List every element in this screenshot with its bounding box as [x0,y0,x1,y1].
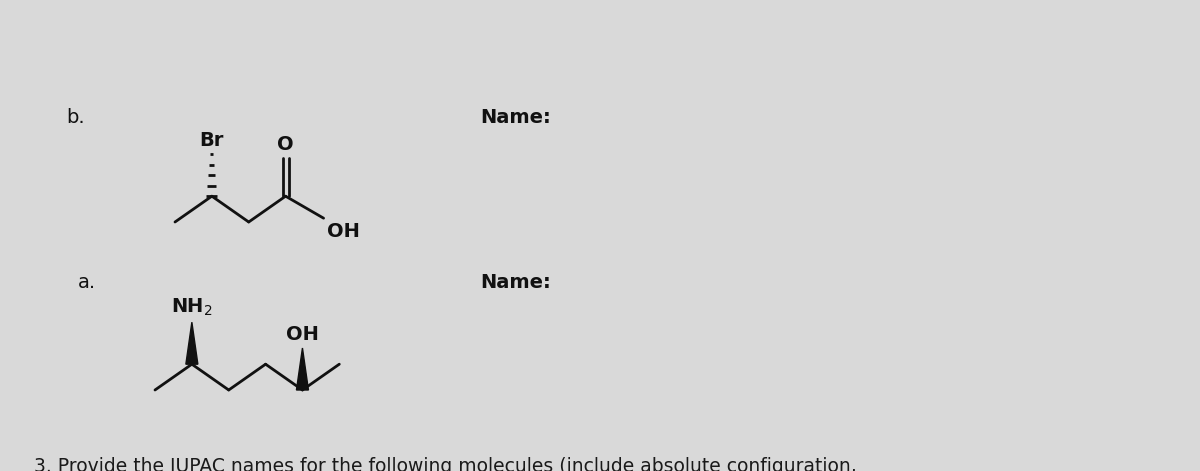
Text: Name:: Name: [480,108,551,127]
Text: OH: OH [326,222,360,241]
Text: OH: OH [286,325,319,344]
Text: Br: Br [199,131,224,150]
Polygon shape [296,348,308,390]
Text: a.: a. [78,273,96,292]
Text: Name:: Name: [480,273,551,292]
Text: 3. Provide the IUPAC names for the following molecules (include absolute configu: 3. Provide the IUPAC names for the follo… [34,457,857,471]
Polygon shape [186,322,198,364]
Text: O: O [277,135,294,154]
Text: NH$_2$: NH$_2$ [172,297,212,318]
Text: b.: b. [66,108,85,127]
